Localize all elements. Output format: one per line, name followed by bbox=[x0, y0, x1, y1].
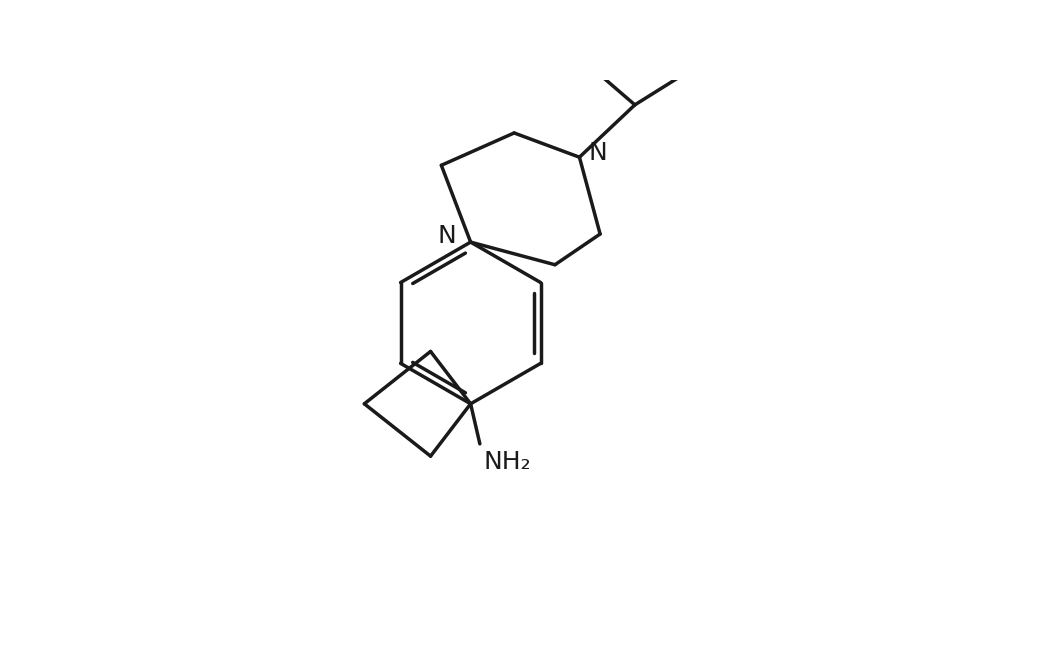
Text: N: N bbox=[438, 224, 456, 248]
Text: NH₂: NH₂ bbox=[484, 450, 531, 474]
Text: N: N bbox=[588, 141, 608, 165]
